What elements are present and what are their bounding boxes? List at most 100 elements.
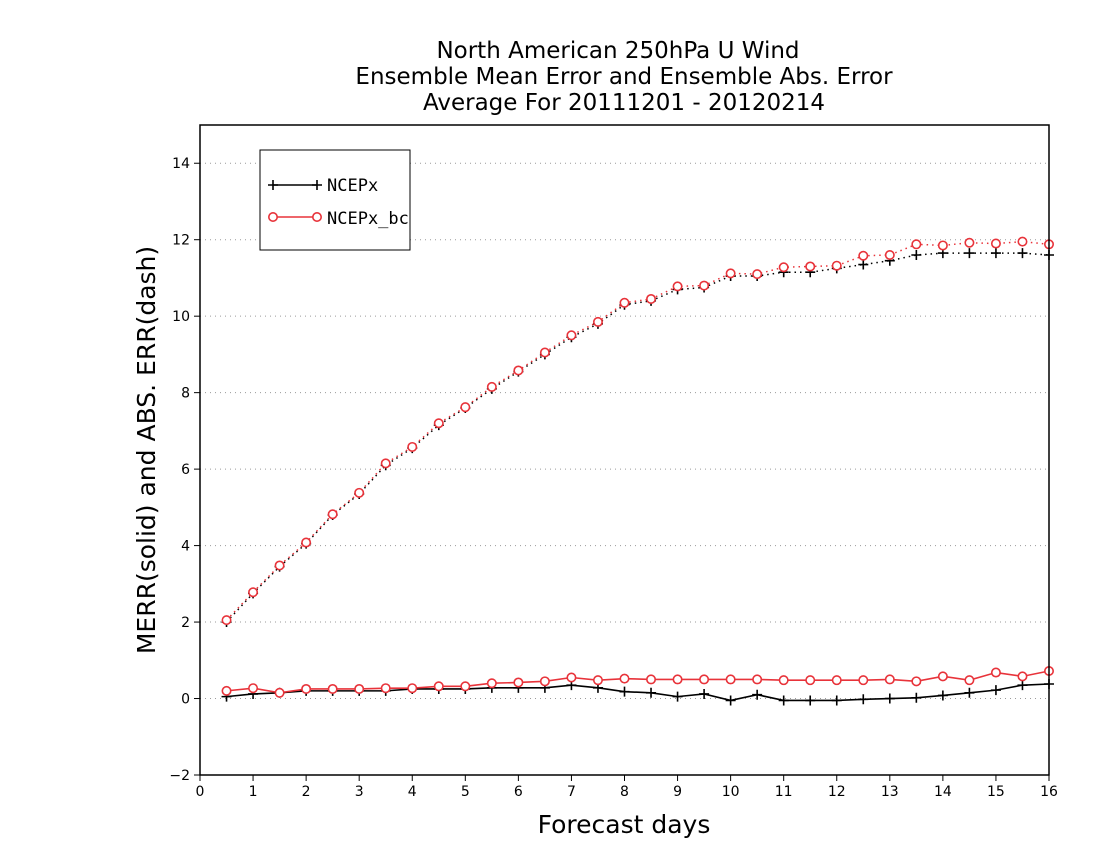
merr-line-ncepx-bc [226,670,1050,694]
y-tick-label: 6 [181,462,190,478]
merr-point-ncepx-bc [646,674,657,685]
abs-err-point-ncepx-bc [911,239,922,250]
x-tick-label: 8 [620,784,629,800]
legend-box [259,149,411,251]
x-tick-label: 14 [934,784,952,800]
merr-point-ncepx-bc [937,671,948,682]
merr-point-ncepx [831,695,842,706]
abs-err-point-ncepx-bc [513,365,524,376]
x-axis-label: Forecast days [538,810,711,839]
abs-err-point-ncepx-bc [672,281,683,292]
abs-err-point-ncepx-bc [831,260,842,271]
y-tick-label: 2 [181,615,190,631]
abs-err-point-ncepx-bc [858,250,869,261]
x-tick-label: 9 [673,784,682,800]
merr-point-ncepx-bc [539,676,550,687]
abs-err-point-ncepx-bc [805,261,816,272]
series-group [221,236,1055,706]
merr-point-ncepx [725,695,736,706]
merr-point-ncepx [937,690,948,701]
x-tick-label: 6 [514,784,523,800]
y-tick-label: 14 [172,156,190,172]
merr-point-ncepx [646,687,657,698]
x-tick-label: 16 [1040,784,1058,800]
merr-point-ncepx-bc [460,681,471,692]
merr-point-ncepx-bc [433,681,444,692]
merr-point-ncepx-bc [354,683,365,694]
abs-err-point-ncepx-bc [884,250,895,261]
y-tick-label: 12 [172,233,190,249]
abs-err-point-ncepx-bc [327,509,338,520]
abs-err-point-ncepx-bc [539,347,550,358]
merr-point-ncepx-bc [752,674,763,685]
merr-line-ncepx [226,683,1050,702]
merr-point-ncepx-bc [964,675,975,686]
y-tick-label: −2 [169,768,190,784]
merr-point-ncepx [805,695,816,706]
abs-err-line-ncepx-bc [225,240,1050,621]
legend-marker-ncepx-bc [311,212,322,223]
abs-err-point-ncepx-bc [990,238,1001,249]
x-tick-label: 4 [408,784,417,800]
x-tick-label: 15 [987,784,1005,800]
merr-point-ncepx-bc [725,674,736,685]
merr-point-ncepx [911,692,922,703]
chart-title-line-1: North American 250hPa U Wind [436,38,799,64]
x-tick-label: 7 [567,784,576,800]
y-tick-label: 0 [181,692,190,708]
abs-err-point-ncepx-bc [274,560,285,571]
abs-err-point-ncepx-bc [937,240,948,251]
y-tick-label: 4 [181,539,190,555]
abs-err-line-ncepx [225,252,1050,623]
merr-point-ncepx-bc [699,674,710,685]
merr-point-ncepx-bc [805,675,816,686]
merr-point-ncepx-bc [990,667,1001,678]
merr-point-ncepx-bc [778,675,789,686]
merr-point-ncepx [699,688,710,699]
abs-err-point-ncepx-bc [1017,236,1028,247]
abs-err-point-ncepx-bc [301,537,312,548]
abs-err-point-ncepx-bc [433,418,444,429]
abs-err-point-ncepx-bc [646,293,657,304]
abs-err-point-ncepx-bc [725,268,736,279]
x-tick-label: 5 [461,784,470,800]
merr-point-ncepx-bc [566,672,577,683]
abs-err-point-ncepx [990,248,1001,259]
merr-point-ncepx-bc [592,675,603,686]
y-tick-label: 8 [181,386,190,402]
merr-point-ncepx-bc [486,678,497,689]
abs-err-point-ncepx-bc [964,237,975,248]
abs-err-point-ncepx-bc [407,441,418,452]
merr-point-ncepx [990,685,1001,696]
chart-title-line-2: Ensemble Mean Error and Ensemble Abs. Er… [355,64,893,90]
y-tick-label: 10 [172,309,190,325]
x-tick-label: 10 [722,784,740,800]
abs-err-point-ncepx-bc [699,280,710,291]
x-tick-label: 2 [302,784,311,800]
legend-marker-ncepx [268,180,278,190]
abs-err-point-ncepx [1017,248,1028,259]
merr-point-ncepx [1017,680,1028,691]
merr-point-ncepx [672,691,683,702]
x-tick-label: 11 [775,784,793,800]
merr-point-ncepx [884,693,895,704]
legend-label-ncepx-bc: NCEPx_bc [327,209,409,229]
merr-point-ncepx-bc [407,683,418,694]
merr-point-ncepx-bc [831,675,842,686]
merr-point-ncepx-bc [858,675,869,686]
merr-point-ncepx-bc [672,674,683,685]
abs-err-point-ncepx [858,259,869,270]
merr-point-ncepx [858,694,869,705]
merr-point-ncepx-bc [221,685,232,696]
merr-point-ncepx [619,686,630,697]
merr-point-ncepx-bc [884,674,895,685]
merr-point-ncepx-bc [619,673,630,684]
merr-point-ncepx-bc [327,683,338,694]
abs-err-point-ncepx [911,250,922,260]
legend-entries [267,180,322,223]
abs-err-point-ncepx-bc [248,587,259,598]
chart-title-line-3: Average For 20111201 - 20120214 [423,90,825,116]
merr-point-ncepx-bc [1017,671,1028,682]
abs-err-point-ncepx-bc [592,316,603,327]
